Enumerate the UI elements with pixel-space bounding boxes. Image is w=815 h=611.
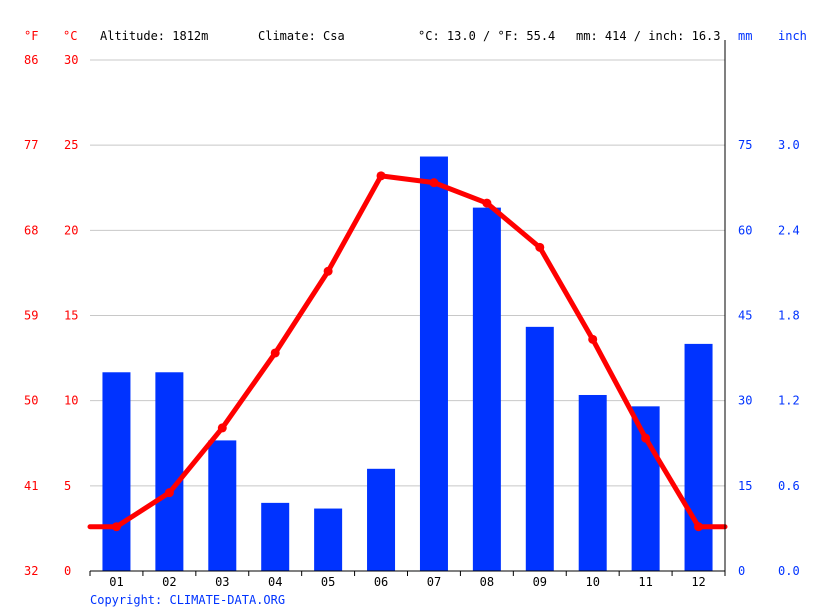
precipitation-bar bbox=[472, 207, 501, 571]
tick-label-fahrenheit: 41 bbox=[24, 479, 38, 493]
tick-label-celsius: 10 bbox=[64, 394, 78, 408]
temperature-point bbox=[270, 348, 280, 358]
average-temperature-label: °C: 13.0 / °F: 55.4 bbox=[418, 29, 555, 43]
climate-label: Climate: Csa bbox=[258, 29, 345, 43]
tick-label-fahrenheit: 59 bbox=[24, 309, 38, 323]
month-label: 04 bbox=[268, 575, 282, 589]
temperature-series-line bbox=[87, 173, 728, 530]
tick-label-mm: 75 bbox=[738, 138, 752, 152]
copyright-link[interactable]: Copyright: CLIMATE-DATA.ORG bbox=[90, 593, 285, 607]
unit-inch-label: inch bbox=[778, 29, 807, 43]
axes bbox=[89, 40, 726, 576]
temperature-point bbox=[376, 171, 386, 181]
precipitation-bar bbox=[208, 440, 237, 571]
tick-label-celsius: 25 bbox=[64, 138, 78, 152]
temperature-point bbox=[588, 334, 598, 344]
month-label: 07 bbox=[427, 575, 441, 589]
temperature-point bbox=[641, 433, 651, 443]
precipitation-bar bbox=[631, 406, 660, 571]
month-label: 05 bbox=[321, 575, 335, 589]
unit-mm-label: mm bbox=[738, 29, 752, 43]
tick-label-fahrenheit: 68 bbox=[24, 223, 38, 237]
temperature-point bbox=[323, 266, 333, 276]
tick-labels: 0 32 5 41 10 50 15 59 20 68 25 77 30 86 0 0.0 15 0.6 30 1.2… bbox=[24, 53, 800, 589]
tick-label-celsius: 0 bbox=[64, 564, 71, 578]
tick-label-mm: 30 bbox=[738, 394, 752, 408]
temperature-line bbox=[87, 171, 728, 532]
tick-label-inch: 2.4 bbox=[778, 223, 800, 237]
tick-label-inch: 1.2 bbox=[778, 394, 800, 408]
tick-label-inch: 0.6 bbox=[778, 479, 800, 493]
tick-label-inch: 0.0 bbox=[778, 564, 800, 578]
tick-label-celsius: 20 bbox=[64, 223, 78, 237]
precipitation-bar bbox=[102, 372, 131, 571]
precipitation-bar bbox=[684, 343, 713, 571]
tick-label-mm: 0 bbox=[738, 564, 745, 578]
precipitation-bar bbox=[578, 394, 607, 571]
unit-fahrenheit-label: °F bbox=[24, 29, 38, 43]
temperature-point bbox=[535, 242, 545, 252]
precipitation-bar bbox=[367, 468, 396, 571]
month-label: 02 bbox=[162, 575, 176, 589]
temperature-point bbox=[111, 522, 121, 532]
month-label: 09 bbox=[533, 575, 547, 589]
annual-precipitation-label: mm: 414 / inch: 16.3 bbox=[576, 29, 721, 43]
tick-label-celsius: 30 bbox=[64, 53, 78, 67]
tick-label-inch: 1.8 bbox=[778, 309, 800, 323]
gridlines bbox=[90, 59, 725, 487]
temperature-point bbox=[164, 488, 174, 498]
tick-label-celsius: 15 bbox=[64, 309, 78, 323]
temperature-point bbox=[429, 178, 439, 188]
month-label: 11 bbox=[638, 575, 652, 589]
tick-label-fahrenheit: 50 bbox=[24, 394, 38, 408]
precipitation-bar bbox=[261, 502, 290, 571]
tick-label-celsius: 5 bbox=[64, 479, 71, 493]
tick-label-fahrenheit: 77 bbox=[24, 138, 38, 152]
month-label: 10 bbox=[585, 575, 599, 589]
month-label: 06 bbox=[374, 575, 388, 589]
precipitation-bar bbox=[525, 326, 554, 571]
tick-label-inch: 3.0 bbox=[778, 138, 800, 152]
precipitation-bar bbox=[419, 156, 448, 571]
month-label: 03 bbox=[215, 575, 229, 589]
tick-label-fahrenheit: 32 bbox=[24, 564, 38, 578]
month-label: 08 bbox=[480, 575, 494, 589]
temperature-point bbox=[217, 423, 227, 433]
precipitation-bars bbox=[102, 156, 713, 571]
month-label: 01 bbox=[109, 575, 123, 589]
precipitation-bar bbox=[155, 372, 184, 571]
temperature-point bbox=[482, 198, 492, 208]
unit-celsius-label: °C bbox=[63, 29, 77, 43]
precipitation-bar bbox=[314, 508, 343, 571]
month-label: 12 bbox=[691, 575, 705, 589]
altitude-label: Altitude: 1812m bbox=[100, 29, 208, 43]
tick-label-mm: 15 bbox=[738, 479, 752, 493]
tick-label-mm: 60 bbox=[738, 223, 752, 237]
tick-label-fahrenheit: 86 bbox=[24, 53, 38, 67]
tick-label-mm: 45 bbox=[738, 309, 752, 323]
temperature-point bbox=[694, 522, 704, 532]
